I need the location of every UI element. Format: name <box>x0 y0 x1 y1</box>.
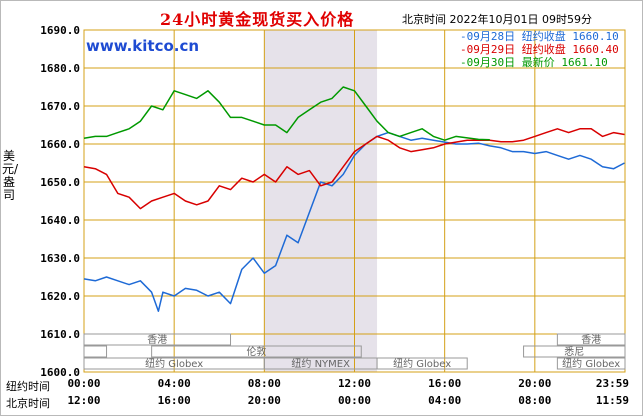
session-globex-label: 纽约 Globex <box>145 357 203 370</box>
session-london <box>151 345 362 358</box>
legend-item-sep28: -09月28日 纽约收盘 1660.10 <box>460 30 619 43</box>
x-tick-label-ny: 08:00 <box>248 377 281 390</box>
legend-date: -09月29日 <box>460 43 516 56</box>
series-line-sep28 <box>83 131 625 312</box>
legend-date: -09月28日 <box>460 30 516 43</box>
session-hongkong-label: 香港 <box>147 334 167 346</box>
legend-label: 纽约收盘 <box>521 43 566 56</box>
session-globex-2-label: 纽约 Globex <box>393 357 451 370</box>
x-tick-label-ny: 20:00 <box>518 377 551 390</box>
x-tick-label-ny: 04:00 <box>158 377 191 390</box>
series-line-sep29 <box>83 128 625 210</box>
timestamp-subtitle: 北京时间 2022年10月01日 09时59分 <box>402 13 592 26</box>
y-tick-label: 1610.0 <box>40 328 80 341</box>
legend-label: 纽约收盘 <box>521 30 566 43</box>
x-tick-label-bj: 00:00 <box>338 394 371 407</box>
x-tick-label-bj: 11:59 <box>596 394 629 407</box>
x-tick-label-bj: 20:00 <box>248 394 281 407</box>
legend-value: 1660.40 <box>572 43 619 56</box>
legend-item-sep29: -09月29日 纽约收盘 1660.40 <box>460 43 619 56</box>
nymex-shade <box>264 30 378 372</box>
y-tick-label: 1600.0 <box>40 366 80 379</box>
y-tick-label: 1620.0 <box>40 290 80 303</box>
y-tick-label: 1680.0 <box>40 62 80 75</box>
x-tick-label-ny: 12:00 <box>338 377 371 390</box>
legend-value: 1660.10 <box>572 30 619 43</box>
y-tick-label: 1690.0 <box>40 24 80 37</box>
y-axis-label: 美元/盎司 <box>2 149 19 202</box>
legend-date: -09月30日 <box>460 56 516 69</box>
session-sydney <box>523 345 626 358</box>
session-hongkong-2 <box>556 333 626 346</box>
session-hongkong <box>83 333 232 346</box>
session-sydney-label: 悉尼 <box>564 346 584 358</box>
y-tick-label: 1640.0 <box>40 214 80 227</box>
session-globex-3-label: 纽约 Globex <box>562 357 620 370</box>
x-tick-label-ny: 00:00 <box>67 377 100 390</box>
plot-border <box>83 29 626 373</box>
x-tick-label-bj: 16:00 <box>158 394 191 407</box>
legend: -09月28日 纽约收盘 1660.10 -09月29日 纽约收盘 1660.4… <box>460 30 619 69</box>
session-globex-2 <box>376 357 468 370</box>
y-tick-label: 1650.0 <box>40 176 80 189</box>
session-hongkong-2-label: 香港 <box>581 334 601 346</box>
session-london-start <box>83 345 108 358</box>
chart-title: 24小时黄金现货买入价格 <box>160 10 355 29</box>
session-london-label: 伦敦 <box>246 345 266 358</box>
legend-item-sep30: -09月30日 最新价 1661.10 <box>460 56 619 69</box>
x-tick-label-ny: 16:00 <box>428 377 461 390</box>
y-tick-label: 1670.0 <box>40 100 80 113</box>
bj-time-label: 北京时间 <box>6 397 50 410</box>
series-line-sep30 <box>83 86 490 141</box>
session-globex-3 <box>556 357 626 370</box>
kitco-logo[interactable]: www.kitco.cn <box>86 37 200 55</box>
x-tick-label-bj: 04:00 <box>428 394 461 407</box>
session-nymex-label: 纽约 NYMEX <box>291 357 350 370</box>
x-tick-label-bj: 12:00 <box>67 394 100 407</box>
ny-time-label: 纽约时间 <box>6 380 50 393</box>
legend-label: 最新价 <box>521 56 555 69</box>
y-tick-label: 1630.0 <box>40 252 80 265</box>
x-tick-label-bj: 08:00 <box>518 394 551 407</box>
y-tick-label: 1660.0 <box>40 138 80 151</box>
x-tick-label-ny: 23:59 <box>596 377 629 390</box>
legend-value: 1661.10 <box>561 56 608 69</box>
